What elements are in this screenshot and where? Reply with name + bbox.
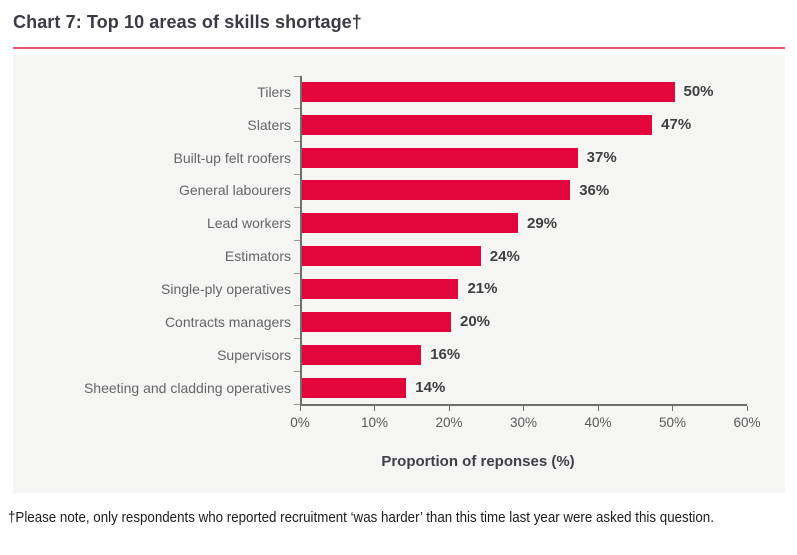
value-label: 16% bbox=[430, 346, 461, 364]
y-axis-tick bbox=[294, 174, 300, 176]
x-axis-tick-label: 20% bbox=[435, 415, 463, 430]
bar bbox=[302, 278, 459, 299]
bar bbox=[302, 246, 481, 267]
y-axis-tick bbox=[294, 239, 300, 241]
bar-row: Built-up felt roofers 37% bbox=[13, 141, 785, 175]
chart-panel: Tilers 50% Slaters 47% Built-up felt roo… bbox=[13, 55, 785, 493]
value-label: 36% bbox=[579, 181, 610, 199]
bar bbox=[302, 81, 675, 102]
x-axis-tick-label: 60% bbox=[733, 415, 761, 430]
bar bbox=[302, 114, 653, 135]
bar-area: 16% bbox=[300, 338, 785, 372]
x-axis-tick bbox=[374, 406, 375, 411]
category-label: Sheeting and cladding operatives bbox=[83, 379, 291, 396]
x-axis-tick bbox=[299, 406, 301, 411]
bar-area: 47% bbox=[300, 108, 785, 142]
value-label: 37% bbox=[586, 149, 617, 167]
bar-area: 20% bbox=[300, 305, 785, 339]
bar bbox=[302, 311, 451, 332]
y-axis-tick bbox=[294, 206, 300, 208]
value-label: 50% bbox=[683, 83, 714, 101]
bar-rows: Tilers 50% Slaters 47% Built-up felt roo… bbox=[13, 75, 785, 404]
category-label: Lead workers bbox=[206, 215, 291, 232]
bar-area: 21% bbox=[300, 272, 785, 306]
category-label: Single-ply operatives bbox=[161, 280, 291, 297]
bar-row: Slaters 47% bbox=[13, 108, 785, 142]
bar-area: 36% bbox=[300, 174, 785, 207]
bar-area: 29% bbox=[300, 206, 785, 240]
bar-area: 24% bbox=[300, 239, 785, 273]
category-label: Supervisors bbox=[217, 346, 291, 363]
value-label: 24% bbox=[489, 247, 520, 265]
y-axis-tick bbox=[294, 108, 300, 110]
title-divider-rule bbox=[13, 47, 785, 49]
y-axis-tick bbox=[294, 272, 300, 274]
bar-row: Lead workers 29% bbox=[13, 206, 785, 240]
value-label: 47% bbox=[661, 116, 692, 134]
bar-area: 50% bbox=[300, 75, 785, 109]
y-axis-tick bbox=[294, 75, 300, 77]
value-label: 14% bbox=[415, 379, 446, 397]
bar-row: Contracts managers 20% bbox=[13, 305, 785, 339]
y-axis-tick bbox=[294, 371, 300, 373]
category-label: Slaters bbox=[247, 116, 291, 133]
bar-row: Single-ply operatives 21% bbox=[13, 272, 785, 306]
x-axis-title: Proportion of reponses (%) bbox=[381, 453, 575, 470]
category-label: Tilers bbox=[257, 83, 291, 100]
x-axis-tick-label: 10% bbox=[360, 415, 389, 430]
category-label: General labourers bbox=[178, 182, 291, 199]
y-axis-tick bbox=[294, 404, 300, 405]
chart-title: Chart 7: Top 10 areas of skills shortage… bbox=[13, 12, 362, 32]
bar-row: Sheeting and cladding operatives 14% bbox=[13, 371, 785, 404]
bar-row: Supervisors 16% bbox=[13, 338, 785, 372]
x-axis-tick-label: 50% bbox=[658, 415, 687, 430]
y-axis-tick bbox=[294, 141, 300, 143]
bar-row: General labourers 36% bbox=[13, 174, 785, 207]
x-axis-tick bbox=[746, 406, 748, 411]
category-label: Estimators bbox=[224, 248, 291, 265]
bar bbox=[302, 213, 519, 234]
x-axis-tick-label: 0% bbox=[290, 415, 310, 430]
x-axis-tick bbox=[523, 406, 524, 411]
value-label: 21% bbox=[467, 280, 498, 298]
bar bbox=[302, 377, 407, 398]
x-axis-tick-label: 30% bbox=[509, 415, 538, 430]
category-label: Contracts managers bbox=[164, 313, 291, 330]
y-axis-tick bbox=[294, 305, 300, 307]
bar-row: Tilers 50% bbox=[13, 75, 785, 109]
x-axis-tick bbox=[448, 406, 450, 411]
x-axis: 0% 10% 20% 30% 40% 50% 60% bbox=[290, 404, 761, 430]
value-label: 29% bbox=[527, 214, 558, 232]
y-axis-tick bbox=[294, 338, 300, 340]
bar bbox=[302, 344, 422, 365]
x-axis-tick bbox=[672, 406, 673, 411]
x-axis-tick bbox=[597, 406, 599, 411]
bar-row: Estimators 24% bbox=[13, 239, 785, 273]
bar bbox=[302, 180, 571, 201]
bar bbox=[302, 147, 578, 168]
bar-area: 14% bbox=[300, 371, 785, 404]
bar-area: 37% bbox=[300, 141, 785, 175]
x-axis-tick-label: 40% bbox=[584, 415, 612, 430]
footnote: †Please note, only respondents who repor… bbox=[8, 510, 714, 526]
value-label: 20% bbox=[460, 313, 491, 331]
category-label: Built-up felt roofers bbox=[173, 149, 292, 166]
